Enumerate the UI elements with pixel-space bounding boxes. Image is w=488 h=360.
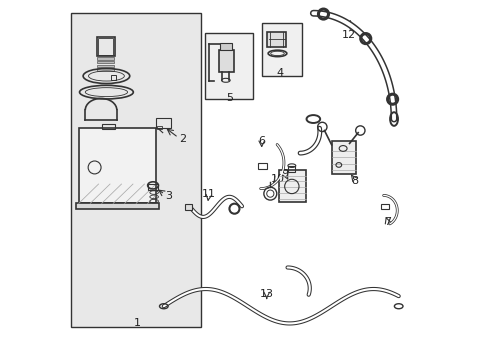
- Bar: [76, 203, 159, 209]
- Bar: [331, 140, 355, 174]
- Text: 4: 4: [276, 68, 283, 78]
- Text: 12: 12: [342, 30, 356, 40]
- Bar: [157, 126, 162, 130]
- Bar: [79, 128, 156, 203]
- Bar: [220, 43, 231, 50]
- Text: 2: 2: [179, 134, 186, 144]
- Bar: [261, 23, 301, 76]
- Bar: [97, 57, 114, 60]
- Bar: [287, 166, 295, 172]
- Bar: [278, 170, 305, 202]
- Text: 10: 10: [270, 174, 284, 184]
- Bar: [204, 33, 253, 99]
- Text: 1: 1: [133, 319, 140, 328]
- Bar: [102, 125, 115, 129]
- Text: 9: 9: [281, 168, 287, 179]
- Bar: [381, 204, 388, 210]
- Text: 13: 13: [259, 289, 273, 299]
- Bar: [98, 38, 113, 55]
- Bar: [218, 50, 233, 72]
- Bar: [97, 68, 114, 71]
- Text: 11: 11: [201, 189, 215, 199]
- Text: 7: 7: [384, 217, 391, 227]
- Text: 6: 6: [258, 136, 264, 145]
- Bar: [258, 163, 267, 169]
- Bar: [97, 61, 114, 63]
- Bar: [185, 204, 191, 210]
- Bar: [97, 37, 115, 56]
- Text: 5: 5: [225, 93, 232, 103]
- Bar: [70, 13, 201, 327]
- Bar: [147, 184, 158, 190]
- Bar: [111, 75, 116, 80]
- Bar: [155, 118, 170, 128]
- Text: 8: 8: [351, 176, 358, 186]
- Bar: [266, 32, 286, 47]
- Bar: [97, 64, 114, 67]
- Text: 3: 3: [164, 191, 172, 201]
